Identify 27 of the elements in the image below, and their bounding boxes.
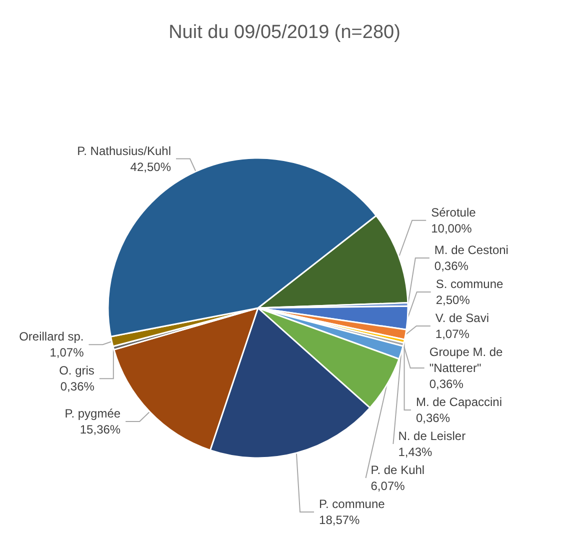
data-label: 10,00% — [431, 221, 472, 236]
data-label: 6,07% — [370, 479, 406, 493]
slice-label: P. commune — [319, 497, 386, 511]
data-label: 0,36% — [60, 380, 95, 394]
data-label: 0,36% — [416, 411, 450, 425]
data-label: 0,36% — [429, 377, 464, 391]
slice-label: Oreillard sp. — [19, 330, 84, 344]
data-label: 1,07% — [50, 346, 84, 360]
slice-label: P. pygmée — [64, 406, 121, 420]
data-label: 18,57% — [319, 513, 360, 527]
slice-label: P. Nathusius/Kuhl — [77, 144, 172, 158]
slice-label: V. de Savi — [435, 311, 490, 325]
slice-label: P. de Kuhl — [370, 463, 425, 477]
data-label: 15,36% — [80, 422, 121, 436]
slice-label: S. commune — [436, 277, 504, 291]
data-label: 1,43% — [398, 445, 433, 459]
slice-label: M. de Capaccini — [416, 395, 502, 409]
data-label: 0,36% — [434, 259, 469, 273]
data-label: 2,50% — [436, 293, 470, 307]
slice-label: Sérotule — [431, 205, 476, 220]
slice-label: M. de Cestoni — [434, 243, 508, 257]
slice-label: N. de Leisler — [398, 429, 466, 443]
data-label: 1,07% — [435, 327, 470, 341]
slice-label: O. gris — [59, 364, 94, 378]
data-label: 42,50% — [130, 160, 172, 174]
slice-label: Groupe M. de "Natterer" — [429, 345, 506, 375]
chart-title: Nuit du 09/05/2019 (n=280) — [168, 22, 400, 43]
